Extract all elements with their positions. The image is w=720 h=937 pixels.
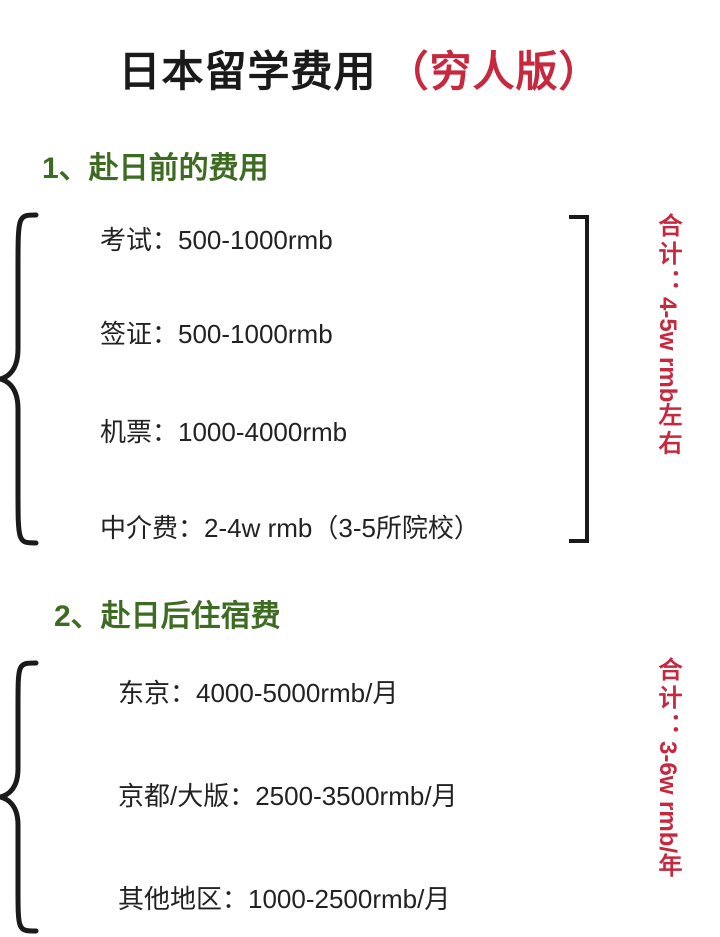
section-2-items: 东京：4000-5000rmb/月 京都/大版：2500-3500rmb/月 其…	[0, 657, 720, 916]
title-main: 日本留学费用	[118, 48, 376, 95]
total-prefix: 合计：	[654, 657, 681, 741]
page-title: 日本留学费用（穷人版）	[0, 0, 720, 99]
section-2-heading: 2、赴日后住宿费	[54, 591, 720, 635]
list-item: 机票：1000-4000rmb	[100, 347, 720, 445]
section-2-block: 东京：4000-5000rmb/月 京都/大版：2500-3500rmb/月 其…	[0, 657, 720, 919]
section-1-total: 合计：4-5w rmb左右	[650, 213, 685, 543]
total-suffix: /年	[654, 846, 681, 877]
list-item: 中介费：2-4w rmb（3-5所院校）	[100, 445, 720, 541]
total-suffix: 左右	[654, 402, 681, 458]
section-1-heading: 1、赴日前的费用	[42, 143, 720, 187]
curly-brace-left-icon	[0, 209, 44, 549]
list-item: 考试：500-1000rmb	[100, 209, 720, 253]
total-amount: 4-5w rmb	[654, 297, 681, 402]
section-1-block: 考试：500-1000rmb 签证：500-1000rmb 机票：1000-40…	[0, 209, 720, 549]
section-2-total: 合计：3-6w rmb/年	[650, 657, 685, 919]
list-item: 其他地区：1000-2500rmb/月	[118, 813, 720, 916]
square-bracket-right-icon	[565, 209, 595, 549]
total-prefix: 合计：	[654, 213, 681, 297]
total-amount: 3-6w rmb	[654, 741, 681, 846]
curly-brace-left-icon	[0, 657, 44, 919]
list-item: 东京：4000-5000rmb/月	[118, 657, 720, 710]
section-1-items: 考试：500-1000rmb 签证：500-1000rmb 机票：1000-40…	[0, 209, 720, 541]
title-suffix: （穷人版）	[387, 48, 602, 95]
list-item: 签证：500-1000rmb	[100, 253, 720, 347]
list-item: 京都/大版：2500-3500rmb/月	[118, 710, 720, 813]
